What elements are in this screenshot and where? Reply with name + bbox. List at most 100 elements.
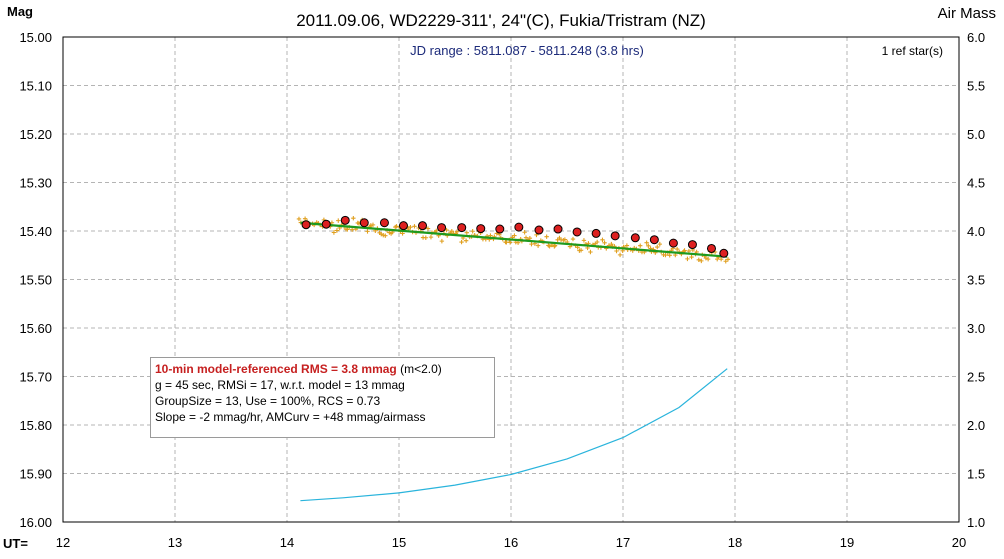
binned-point bbox=[495, 224, 505, 234]
model-layer bbox=[300, 221, 728, 258]
binned-point bbox=[301, 220, 311, 230]
rms-highlight: 10-min model-referenced RMS = 3.8 mmag bbox=[155, 362, 397, 376]
raw-point bbox=[459, 239, 464, 245]
y-left-tick-label: 15.30 bbox=[19, 176, 52, 191]
binned-point bbox=[572, 227, 582, 237]
raw-point bbox=[562, 237, 568, 242]
raw-point bbox=[718, 257, 724, 262]
raw-point bbox=[464, 230, 469, 235]
raw-point bbox=[699, 258, 704, 264]
y-right-tick-label: 4.0 bbox=[967, 224, 985, 239]
raw-point bbox=[644, 240, 649, 245]
raw-point bbox=[624, 243, 630, 248]
raw-point bbox=[507, 240, 513, 245]
y-right-tick-label: 4.5 bbox=[967, 176, 985, 191]
y-left-tick-label: 15.70 bbox=[19, 370, 52, 385]
raw-point bbox=[674, 246, 680, 252]
raw-point bbox=[370, 222, 376, 228]
x-tick-label: 19 bbox=[840, 535, 854, 550]
raw-point bbox=[423, 235, 429, 240]
raw-point bbox=[617, 252, 623, 258]
y-right-tick-label: 5.0 bbox=[967, 127, 985, 142]
y-right-tick-label: 1.0 bbox=[967, 515, 985, 530]
raw-point bbox=[365, 229, 370, 234]
x-tick-label: 13 bbox=[168, 535, 182, 550]
raw-point bbox=[428, 234, 434, 240]
binned-point bbox=[719, 248, 729, 258]
model-trend-line bbox=[300, 221, 728, 258]
y-left-tick-label: 15.00 bbox=[19, 30, 52, 45]
raw-point bbox=[463, 238, 469, 243]
y-right-tick-label: 6.0 bbox=[967, 30, 985, 45]
grid bbox=[63, 37, 959, 522]
y-left-tick-label: 15.10 bbox=[19, 79, 52, 94]
airmass-layer bbox=[300, 368, 728, 502]
binned-point bbox=[649, 235, 659, 245]
raw-point bbox=[394, 224, 399, 229]
raw-point bbox=[667, 253, 672, 258]
raw-point bbox=[527, 235, 533, 241]
y-axis-left-label: Mag bbox=[7, 4, 33, 19]
y-right-tick-label: 2.0 bbox=[967, 418, 985, 433]
binned-point bbox=[321, 219, 331, 229]
raw-point bbox=[663, 252, 668, 258]
raw-point bbox=[412, 224, 417, 229]
raw-point bbox=[578, 248, 584, 253]
binned-point bbox=[630, 233, 640, 243]
y-right-tick-label: 1.5 bbox=[967, 467, 985, 482]
chart-title: 2011.09.06, WD2229-311', 24"(C), Fukia/T… bbox=[296, 11, 706, 30]
raw-point bbox=[439, 238, 445, 244]
binned-point bbox=[706, 243, 716, 253]
binned-point bbox=[476, 224, 486, 234]
raw-point bbox=[638, 243, 643, 248]
stats-box: 10-min model-referenced RMS = 3.8 mmag (… bbox=[150, 357, 495, 438]
binned-point bbox=[379, 218, 389, 228]
raw-point bbox=[408, 224, 413, 230]
raw-point bbox=[522, 230, 527, 235]
raw-point bbox=[400, 231, 405, 236]
binned-point bbox=[340, 215, 350, 225]
ref-stars-text: 1 ref star(s) bbox=[882, 44, 943, 58]
x-tick-label: 12 bbox=[56, 535, 70, 550]
raw-point bbox=[655, 244, 660, 250]
raw-point bbox=[685, 256, 690, 262]
y-right-tick-label: 2.5 bbox=[967, 370, 985, 385]
raw-point bbox=[302, 216, 308, 221]
raw-point bbox=[515, 240, 521, 245]
stats-line-1: 10-min model-referenced RMS = 3.8 mmag (… bbox=[155, 361, 490, 377]
stats-line-3: GroupSize = 13, Use = 100%, RCS = 0.73 bbox=[155, 394, 381, 408]
raw-point bbox=[512, 233, 517, 238]
y-left-tick-label: 15.90 bbox=[19, 467, 52, 482]
y-axis-right-label: Air Mass bbox=[938, 5, 996, 22]
binned-point bbox=[610, 231, 620, 241]
y-left-tick-label: 15.20 bbox=[19, 127, 52, 142]
raw-point bbox=[336, 218, 341, 223]
binned-point bbox=[687, 240, 697, 250]
raw-point bbox=[609, 241, 614, 247]
x-tick-label: 16 bbox=[504, 535, 518, 550]
x-tick-label: 20 bbox=[952, 535, 966, 550]
binned-point bbox=[457, 223, 467, 233]
raw-point bbox=[334, 228, 340, 233]
raw-point bbox=[470, 229, 475, 234]
raw-point bbox=[725, 257, 731, 262]
y-right-tick-label: 5.5 bbox=[967, 79, 985, 94]
y-left-tick-label: 15.80 bbox=[19, 418, 52, 433]
raw-point bbox=[703, 255, 709, 261]
raw-point bbox=[351, 215, 356, 221]
binned-point bbox=[359, 218, 369, 228]
rms-condition: (m<2.0) bbox=[396, 362, 442, 376]
raw-point bbox=[449, 229, 455, 234]
binned-point bbox=[418, 221, 428, 231]
y-left-tick-label: 15.40 bbox=[19, 224, 52, 239]
raw-point bbox=[535, 243, 541, 248]
x-tick-label: 15 bbox=[392, 535, 406, 550]
raw-point bbox=[686, 248, 692, 254]
raw-point bbox=[682, 248, 687, 253]
raw-point bbox=[504, 240, 509, 245]
y-right-tick-label: 3.0 bbox=[967, 321, 985, 336]
y-left-tick-label: 15.50 bbox=[19, 273, 52, 288]
raw-point bbox=[331, 230, 337, 235]
binned-point bbox=[514, 222, 524, 232]
